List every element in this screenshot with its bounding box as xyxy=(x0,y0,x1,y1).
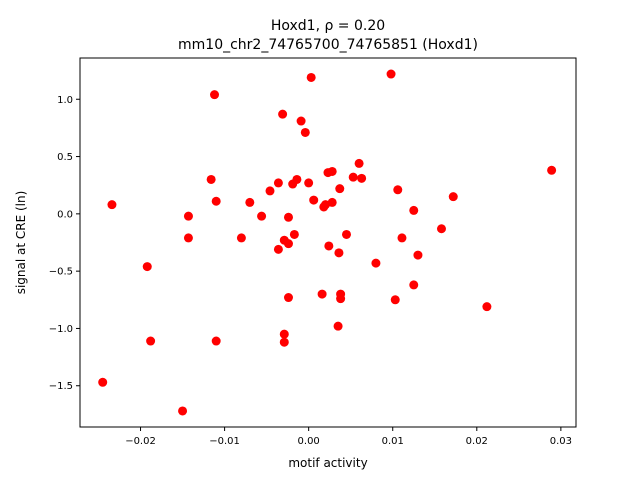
x-tick-label-2: 0.00 xyxy=(298,436,320,447)
data-point-29 xyxy=(304,178,314,188)
data-point-38 xyxy=(327,197,337,207)
data-point-48 xyxy=(371,258,381,268)
data-point-25 xyxy=(289,229,299,239)
data-point-5 xyxy=(183,211,193,221)
data-point-54 xyxy=(409,280,419,290)
y-tick-label-1: −1.0 xyxy=(49,324,73,335)
data-point-53 xyxy=(409,205,419,215)
data-point-21 xyxy=(283,212,293,222)
y-tick-label-4: 0.5 xyxy=(57,152,73,163)
data-point-55 xyxy=(413,250,423,260)
data-point-16 xyxy=(273,244,283,254)
data-point-15 xyxy=(273,178,283,188)
data-point-57 xyxy=(448,192,458,202)
data-point-58 xyxy=(482,302,492,312)
data-point-41 xyxy=(335,184,345,194)
data-point-4 xyxy=(178,406,188,416)
data-point-37 xyxy=(327,166,337,176)
data-point-26 xyxy=(292,174,302,184)
data-point-22 xyxy=(283,239,293,249)
data-point-13 xyxy=(257,211,267,221)
y-tick-label-0: −1.5 xyxy=(49,381,73,392)
data-point-20 xyxy=(279,337,289,347)
data-point-9 xyxy=(211,196,221,206)
data-point-45 xyxy=(348,172,358,182)
x-axis-label: motif activity xyxy=(288,456,367,470)
data-point-7 xyxy=(206,174,216,184)
data-point-50 xyxy=(390,295,400,305)
data-point-49 xyxy=(386,69,396,79)
y-axis-label: signal at CRE (ln) xyxy=(14,191,28,295)
data-point-14 xyxy=(265,186,275,196)
data-point-0 xyxy=(98,377,108,387)
x-tick-label-1: −0.01 xyxy=(209,436,240,447)
data-point-27 xyxy=(296,116,306,126)
data-point-10 xyxy=(211,336,221,346)
data-point-43 xyxy=(336,294,346,304)
data-point-46 xyxy=(354,158,364,168)
x-tick-label-3: 0.01 xyxy=(382,436,404,447)
x-tick-label-4: 0.02 xyxy=(466,436,488,447)
y-tick-label-5: 1.0 xyxy=(57,95,73,106)
y-axis-ticks: −1.5 −1.0 −0.5 0.0 0.5 1.0 xyxy=(49,95,80,392)
data-point-56 xyxy=(436,224,446,234)
plot-area xyxy=(79,57,577,428)
y-tick-label-2: −0.5 xyxy=(49,267,73,278)
data-point-11 xyxy=(236,233,246,243)
chart-title-line1: Hoxd1, ρ = 0.20 xyxy=(271,18,385,34)
data-point-2 xyxy=(142,262,152,272)
data-point-32 xyxy=(317,289,327,299)
data-point-39 xyxy=(333,321,343,331)
x-tick-label-0: −0.02 xyxy=(125,436,156,447)
data-points xyxy=(98,69,557,416)
data-point-31 xyxy=(309,195,319,205)
data-point-19 xyxy=(279,329,289,339)
x-axis-ticks: −0.02 −0.01 0.00 0.01 0.02 0.03 xyxy=(125,427,572,447)
data-point-17 xyxy=(278,109,288,119)
data-point-28 xyxy=(300,127,310,137)
data-point-51 xyxy=(393,185,403,195)
data-point-52 xyxy=(397,233,407,243)
chart-title-line2: mm10_chr2_74765700_74765851 (Hoxd1) xyxy=(178,37,478,53)
data-point-36 xyxy=(324,241,334,251)
data-point-47 xyxy=(357,173,367,183)
data-point-30 xyxy=(306,72,316,82)
data-point-3 xyxy=(146,336,156,346)
data-point-6 xyxy=(183,233,193,243)
data-point-44 xyxy=(341,229,351,239)
data-point-1 xyxy=(107,200,117,210)
data-point-8 xyxy=(210,90,220,100)
data-point-12 xyxy=(245,197,255,207)
data-point-59 xyxy=(547,165,557,175)
data-point-23 xyxy=(283,293,293,303)
x-tick-label-5: 0.03 xyxy=(550,436,572,447)
data-point-40 xyxy=(334,248,344,258)
y-tick-label-3: 0.0 xyxy=(57,209,73,220)
